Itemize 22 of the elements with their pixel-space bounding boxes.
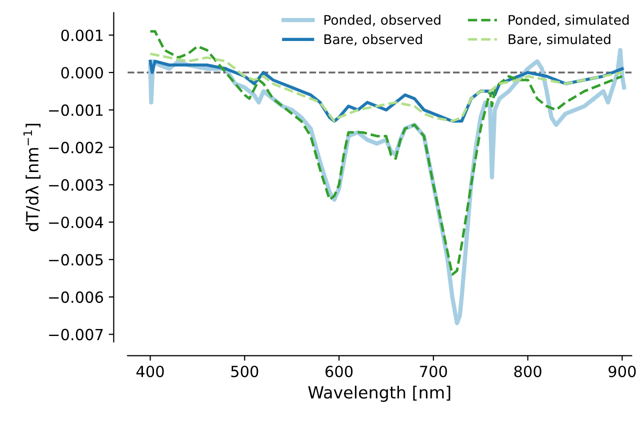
legend-label: Ponded, observed xyxy=(324,14,440,26)
legend-label: Bare, observed xyxy=(324,34,422,46)
legend-label: Ponded, simulated xyxy=(508,14,629,26)
y-tick-label: −0.003 xyxy=(49,179,103,191)
x-tick-label: 400 xyxy=(136,366,164,378)
legend-label: Bare, simulated xyxy=(508,34,610,46)
x-tick-label: 900 xyxy=(608,366,636,378)
y-axis-title: dT/dλ [nm$^{−1}$] xyxy=(23,124,41,232)
y-tick-label: 0.000 xyxy=(61,66,103,79)
x-tick-label: 800 xyxy=(514,366,542,378)
y-tick-label: −0.005 xyxy=(49,254,103,266)
y-tick-label: −0.007 xyxy=(49,328,103,340)
y-tick-label: −0.004 xyxy=(49,216,104,228)
y-tick-label: −0.006 xyxy=(49,291,104,303)
y-tick-label: 0.001 xyxy=(61,30,103,42)
line-series xyxy=(149,30,624,276)
y-tick-label: −0.001 xyxy=(49,104,103,116)
x-tick-label: 700 xyxy=(420,366,447,378)
x-axis-title: Wavelength [nm] xyxy=(308,386,450,402)
y-tick-label: −0.002 xyxy=(49,142,102,154)
x-tick-label: 500 xyxy=(231,366,258,378)
x-tick-label: 600 xyxy=(326,366,353,378)
